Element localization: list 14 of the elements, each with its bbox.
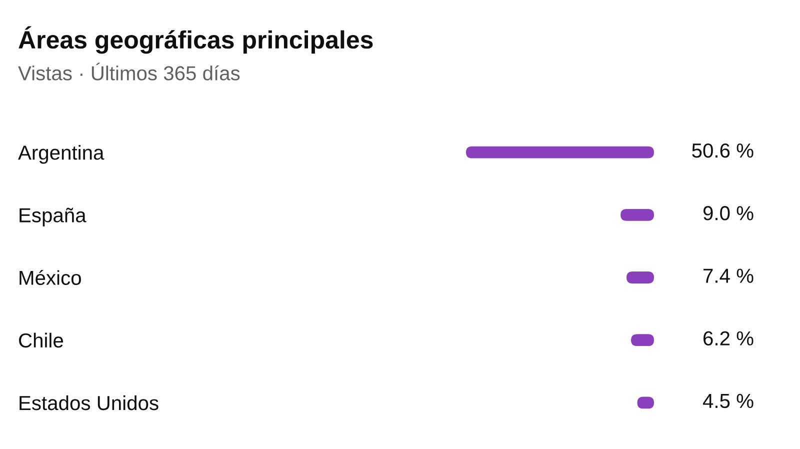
data-label: 6.2 % — [704, 331, 754, 346]
y-tick-label: Estados Unidos — [20, 395, 158, 410]
data-label: 7.4 % — [704, 268, 754, 283]
y-tick-label: España — [20, 208, 86, 226]
bar — [620, 208, 654, 221]
data-label: 50.6 % — [692, 143, 754, 158]
y-tick-label: Argentina — [18, 145, 104, 164]
data-label: 4.5 % — [702, 394, 754, 408]
y-tick-label: México — [20, 270, 81, 285]
data-label: 9.0 % — [703, 206, 754, 220]
text: Vistas · Últimos 365 días — [18, 62, 240, 80]
y-tick-label: Chile — [19, 332, 63, 348]
bar — [466, 146, 654, 158]
text: Áreas geográficas principales — [18, 26, 373, 54]
